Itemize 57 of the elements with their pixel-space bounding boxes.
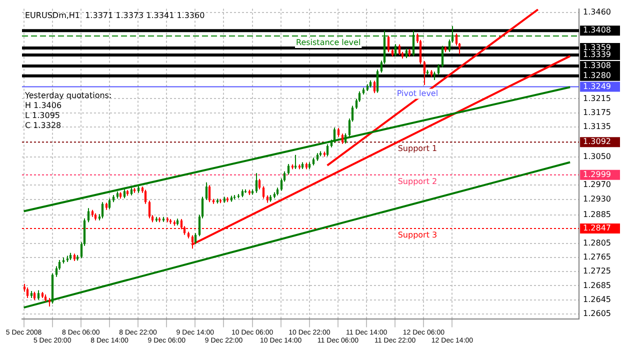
candlestick [258,178,261,190]
y-tick-label: 1.2885 [583,210,611,220]
ref-line-label: 1.3339 [583,50,611,60]
ref-line-label: 1.3359 [583,43,611,52]
ref-line-label: 1.3308 [583,61,611,70]
ref-line-label: Support 3 [398,230,438,240]
y-tick-label: 1.2725 [583,266,611,276]
y-tick-label: 1.2805 [583,238,611,248]
candlestick [387,35,390,53]
y-tick-label: 1.2605 [583,308,611,318]
y-tick-label: 1.3050 [583,152,611,162]
ref-line-label: Support 1 [398,144,438,154]
annotation: L 1.3095 [25,110,60,120]
candlestick [194,232,197,245]
candlestick [373,80,376,94]
chart-title: EURUSDm,H1 1.3371 1.3373 1.3341 1.3360 [25,10,205,20]
candlestick [423,60,426,86]
ref-line-label: 1.3408 [583,26,611,35]
y-tick-label: 1.2847 [583,224,611,233]
ref-line-label: Pivot level [396,88,438,98]
y-tick-label: 1.3092 [583,137,611,146]
annotation: C 1.3328 [25,120,62,130]
candlestick [26,286,29,299]
annotation: Yesterday quotations: [24,90,112,100]
y-tick-label: 1.2645 [583,294,611,304]
y-tick-label: 1.3135 [583,122,611,132]
y-tick-label: 1.2970 [583,180,611,190]
ref-line-label: 1.3280 [583,70,611,80]
y-tick-label: 1.2765 [583,252,611,262]
candlestick [341,133,344,144]
candlestick [37,290,40,300]
candlestick [205,182,208,200]
candlestick [87,208,90,223]
ref-line-label: Support 2 [398,177,438,186]
ref-line-label: Resistance level [296,38,361,48]
candlestick [405,48,408,59]
candlestick [441,45,444,68]
candlestick [326,144,329,157]
annotation: H 1.3406 [25,100,62,110]
candlestick [376,68,379,94]
candlestick [144,189,147,204]
candlestick [208,184,211,203]
y-tick-label: 1.3249 [583,82,611,91]
candlestick [262,186,265,200]
y-tick-label: 1.2930 [583,194,611,204]
candlestick [148,200,151,219]
candlestick [101,202,104,219]
candlestick [333,127,336,144]
y-tick-label: 1.2999 [583,170,611,180]
y-tick-label: 1.2685 [583,280,611,290]
candlestick [255,172,258,194]
y-tick-label: 1.3175 [583,108,611,117]
candlestick [437,64,440,76]
y-tick-label: 1.3460 [583,7,611,16]
y-tick-label: 1.3215 [583,94,611,103]
candlestick [394,44,397,57]
candlestick [344,132,347,144]
